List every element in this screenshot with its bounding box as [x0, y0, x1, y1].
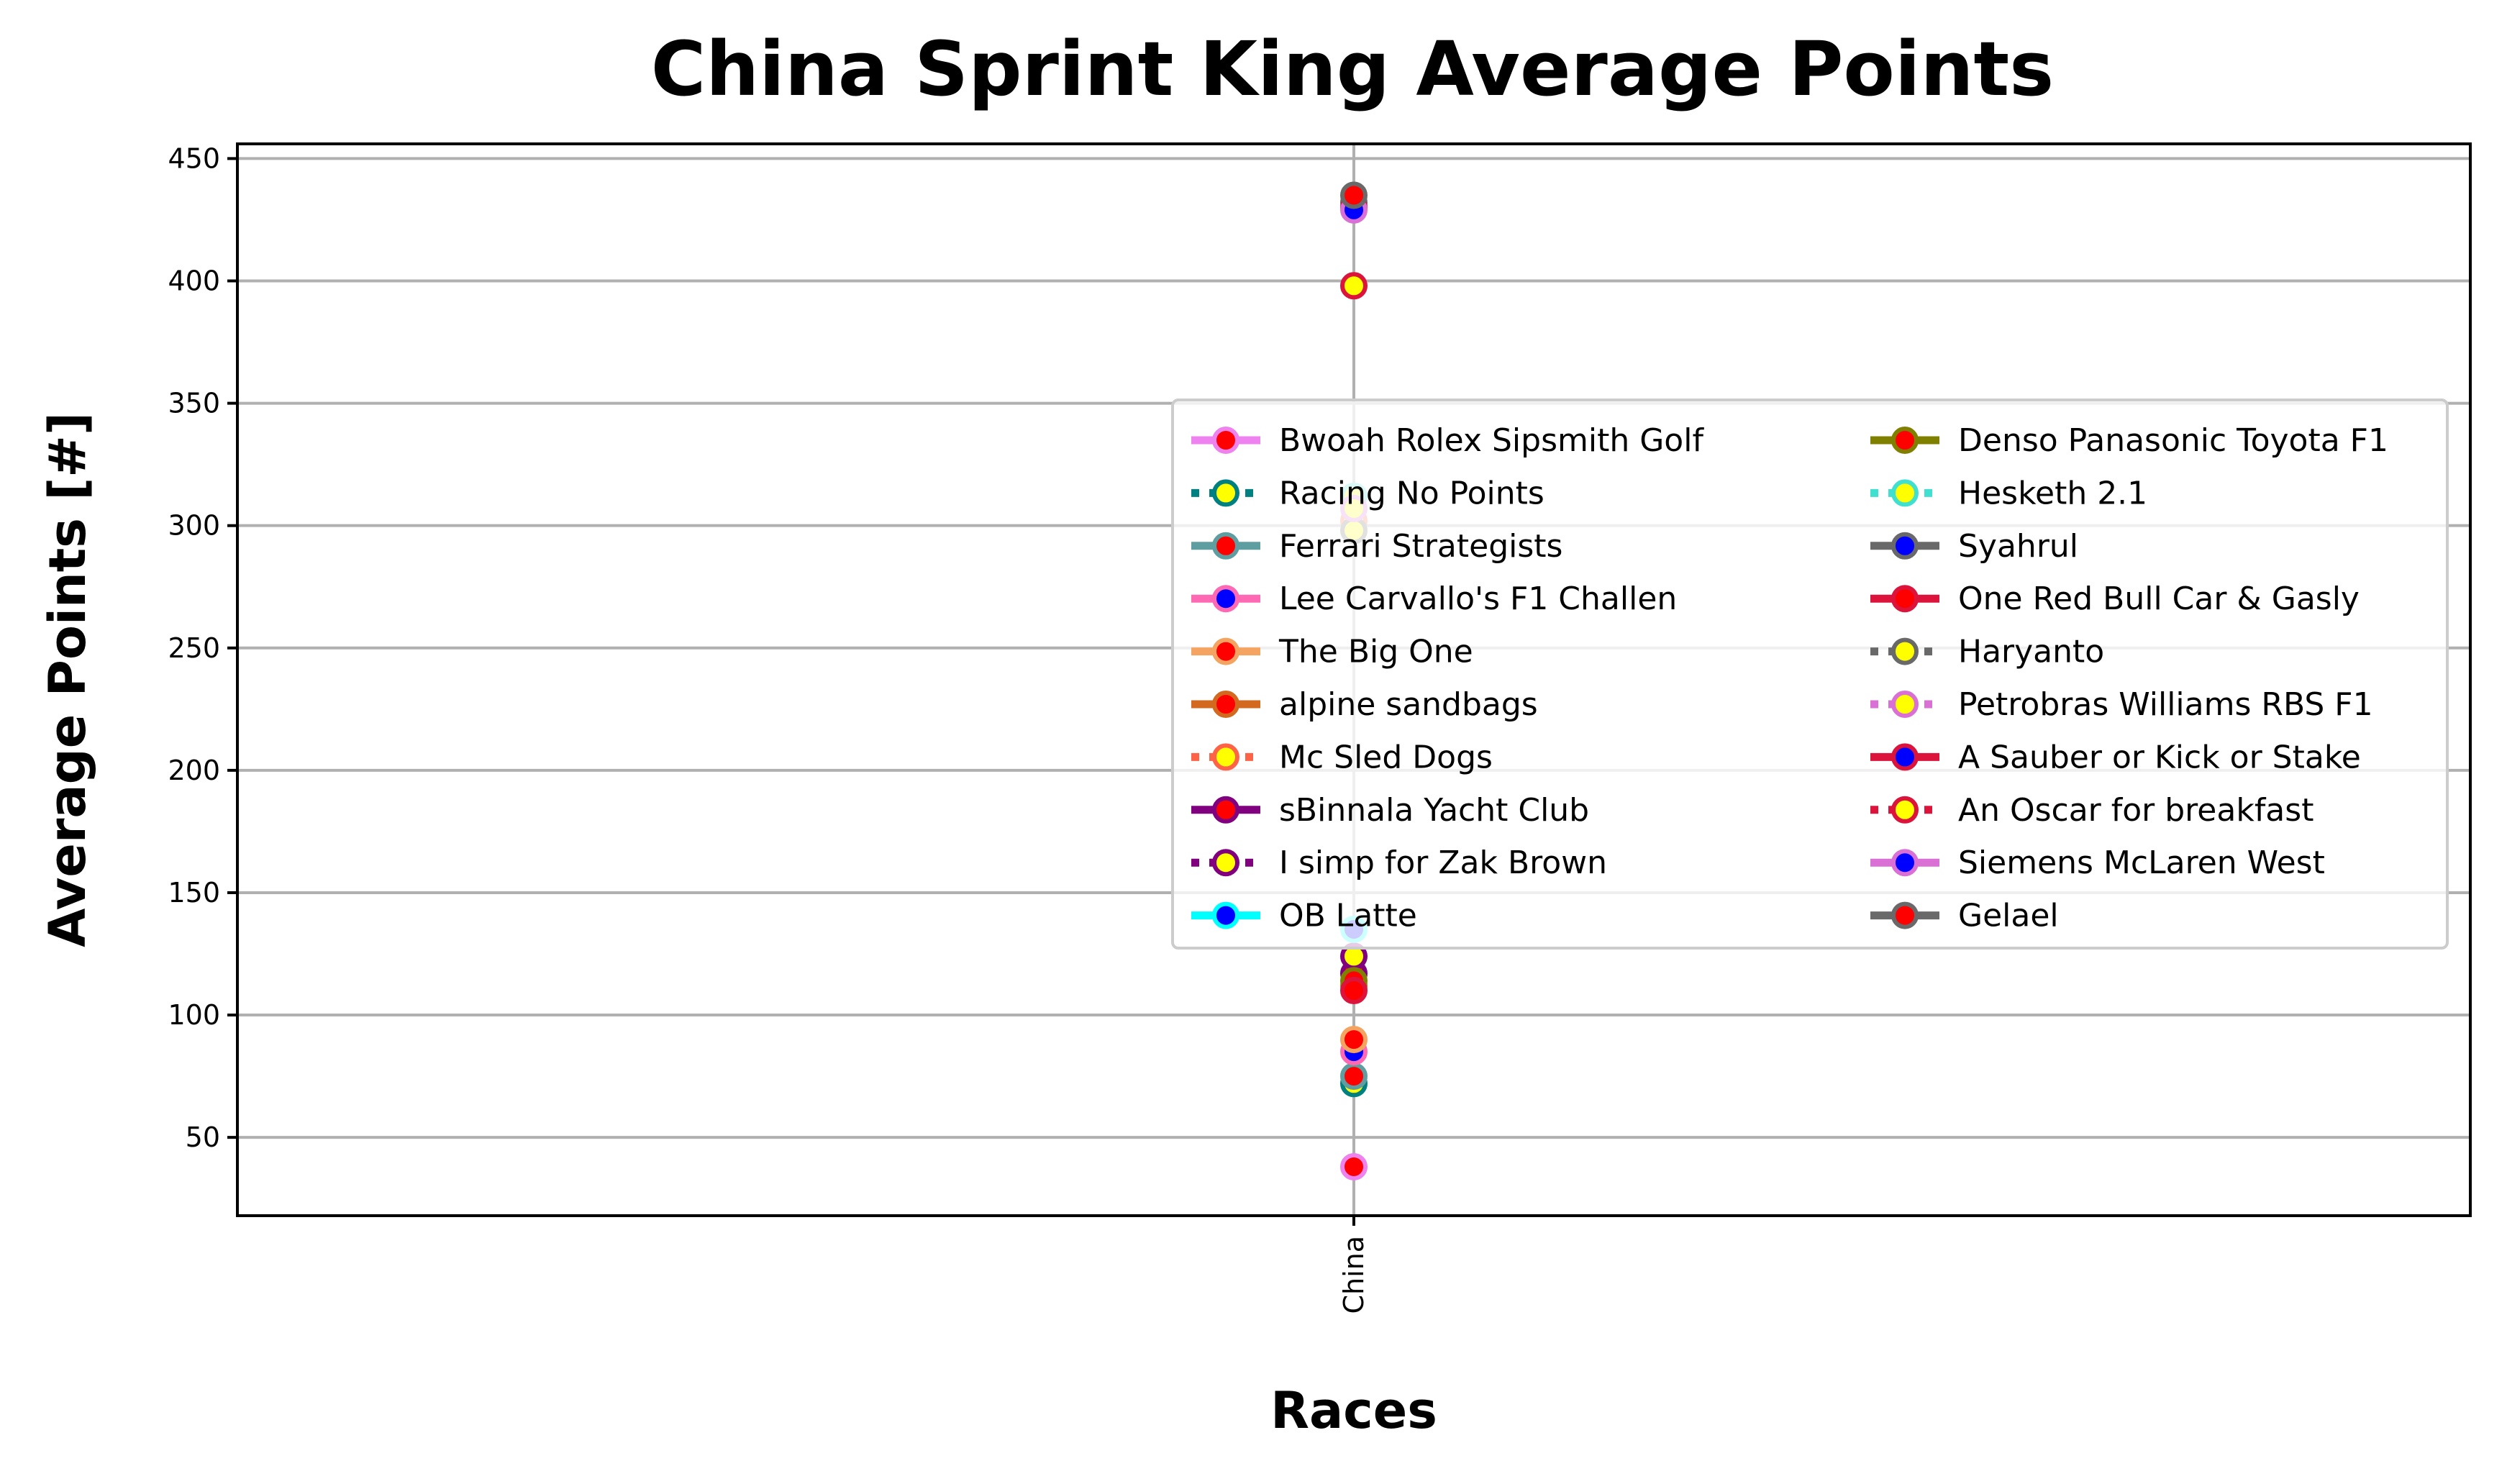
- legend-item: Lee Carvallo's F1 Challen: [1191, 581, 1677, 617]
- legend-item: One Red Bull Car & Gasly: [1870, 581, 2360, 617]
- legend-marker: [1212, 901, 1239, 929]
- legend-marker: [1212, 691, 1239, 718]
- legend-label: A Sauber or Kick or Stake: [1958, 739, 2361, 775]
- y-tick-label: 250: [168, 632, 220, 664]
- legend-item: Mc Sled Dogs: [1191, 739, 1493, 775]
- legend-label: An Oscar for breakfast: [1958, 792, 2313, 829]
- legend-item: I simp for Zak Brown: [1191, 845, 1607, 881]
- y-tick-label: 150: [168, 877, 220, 909]
- legend-item: alpine sandbags: [1191, 686, 1538, 723]
- legend-label: Hesketh 2.1: [1958, 475, 2147, 511]
- legend-marker: [1212, 532, 1239, 560]
- legend-item: Gelael: [1870, 898, 2059, 934]
- legend-item: Haryanto: [1870, 634, 2104, 670]
- legend-marker: [1891, 691, 1919, 718]
- y-tick-label: 450: [168, 142, 220, 174]
- legend-label: Haryanto: [1958, 634, 2104, 670]
- y-tick-label: 300: [168, 510, 220, 542]
- legend-marker: [1212, 637, 1239, 665]
- legend-marker: [1891, 901, 1919, 929]
- legend-item: Siemens McLaren West: [1870, 845, 2325, 881]
- legend-label: Racing No Points: [1279, 475, 1544, 511]
- legend-label: One Red Bull Car & Gasly: [1958, 581, 2360, 617]
- legend-label: Gelael: [1958, 898, 2059, 934]
- legend-label: alpine sandbags: [1279, 686, 1538, 723]
- y-tick-label: 200: [168, 755, 220, 786]
- legend-marker: [1212, 849, 1239, 877]
- legend-label: Syahrul: [1958, 528, 2078, 565]
- legend-item: OB Latte: [1191, 898, 1417, 934]
- legend-label: OB Latte: [1279, 898, 1417, 934]
- x-tick-label: China: [1338, 1236, 1370, 1314]
- legend-item: Hesketh 2.1: [1870, 475, 2147, 511]
- legend-marker: [1891, 743, 1919, 771]
- legend-marker: [1212, 743, 1239, 771]
- legend-item: Ferrari Strategists: [1191, 528, 1562, 565]
- legend-marker: [1891, 532, 1919, 560]
- legend-label: Denso Panasonic Toyota F1: [1958, 422, 2388, 459]
- legend-marker: [1891, 849, 1919, 877]
- legend-marker: [1212, 585, 1239, 613]
- legend-item: Bwoah Rolex Sipsmith Golf: [1191, 422, 1704, 459]
- data-point: [1340, 1152, 1368, 1180]
- legend-label: I simp for Zak Brown: [1279, 845, 1607, 881]
- data-point: [1340, 272, 1368, 300]
- legend-marker: [1891, 796, 1919, 824]
- data-point: [1340, 977, 1368, 1005]
- legend-label: The Big One: [1278, 634, 1473, 670]
- legend-item: Syahrul: [1870, 528, 2078, 565]
- legend-marker: [1891, 585, 1919, 613]
- x-axis: China: [1338, 1216, 1370, 1314]
- legend-marker: [1212, 427, 1239, 454]
- legend-item: A Sauber or Kick or Stake: [1870, 739, 2361, 775]
- legend-marker: [1212, 796, 1239, 824]
- legend-marker: [1891, 479, 1919, 507]
- y-tick-label: 50: [186, 1121, 220, 1153]
- legend-label: Mc Sled Dogs: [1279, 739, 1493, 775]
- legend-box: [1171, 399, 2449, 950]
- legend-item: The Big One: [1191, 634, 1473, 670]
- legend-marker: [1891, 427, 1919, 454]
- y-axis-label: Average Points [#]: [38, 412, 97, 947]
- data-point: [1340, 1062, 1368, 1091]
- legend-label: sBinnala Yacht Club: [1279, 792, 1589, 829]
- legend-label: Bwoah Rolex Sipsmith Golf: [1279, 422, 1704, 459]
- y-tick-label: 400: [168, 265, 220, 297]
- y-tick-label: 350: [168, 388, 220, 419]
- legend-item: Petrobras Williams RBS F1: [1870, 686, 2373, 723]
- legend-label: Lee Carvallo's F1 Challen: [1279, 581, 1677, 617]
- legend-item: Denso Panasonic Toyota F1: [1870, 422, 2388, 459]
- legend-item: An Oscar for breakfast: [1870, 792, 2313, 829]
- y-tick-label: 100: [168, 999, 220, 1031]
- legend: Bwoah Rolex Sipsmith Golf Racing No Point…: [1171, 399, 2449, 950]
- data-point: [1340, 181, 1368, 209]
- y-axis: 50 100 150 200 250 300 350 400 450: [168, 142, 237, 1153]
- data-point: [1340, 1026, 1368, 1054]
- x-axis-label: Races: [1270, 1381, 1437, 1440]
- chart-title: China Sprint King Average Points: [651, 25, 2054, 113]
- legend-marker: [1891, 637, 1919, 665]
- legend-item: Racing No Points: [1191, 475, 1544, 511]
- legend-label: Siemens McLaren West: [1958, 845, 2325, 881]
- legend-label: Ferrari Strategists: [1279, 528, 1562, 565]
- legend-label: Petrobras Williams RBS F1: [1958, 686, 2373, 723]
- legend-marker: [1212, 479, 1239, 507]
- legend-item: sBinnala Yacht Club: [1191, 792, 1589, 829]
- plot-frame: [236, 142, 2472, 1217]
